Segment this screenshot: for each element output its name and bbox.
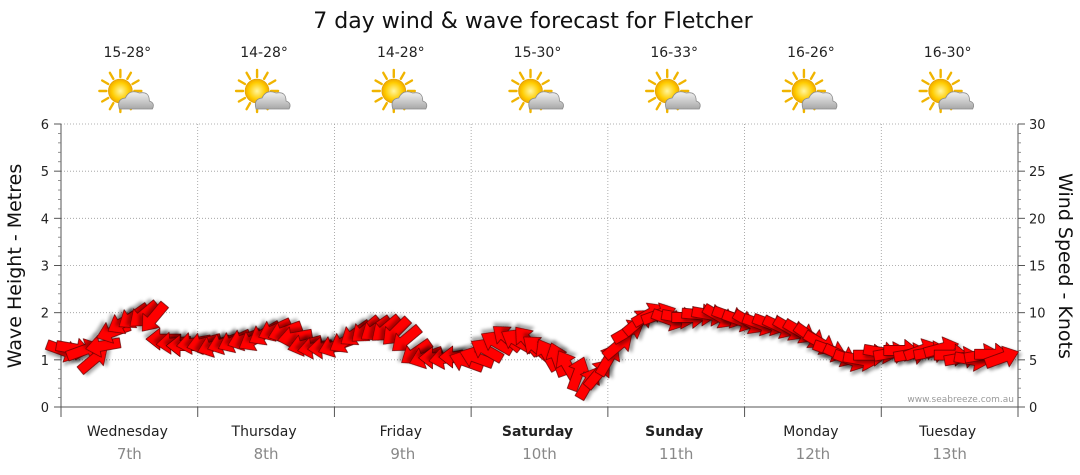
left-tick-label: 6 bbox=[41, 118, 49, 133]
day-labels: Wednesday 7th Thursday 8th Friday 9th Saturday… bbox=[87, 424, 976, 463]
day-temperature: 14-28° bbox=[240, 45, 288, 61]
sun-cloud-icon bbox=[781, 68, 838, 114]
day-temperature: 16-30° bbox=[924, 45, 972, 61]
left-tick-label: 0 bbox=[41, 401, 49, 416]
day-date: 10th bbox=[522, 445, 556, 463]
day-name: Saturday bbox=[502, 424, 573, 440]
plot-grid bbox=[61, 123, 1018, 407]
wind-arrow bbox=[470, 338, 505, 364]
left-axis-title: Wave Height - Metres bbox=[4, 164, 26, 368]
left-tick-label: 4 bbox=[41, 212, 49, 227]
wind-arrow bbox=[983, 345, 1019, 369]
plot-axes bbox=[60, 124, 1019, 417]
day-name: Monday bbox=[783, 424, 838, 440]
day-date: 11th bbox=[659, 445, 693, 463]
sun-cloud-icon bbox=[645, 68, 701, 114]
day-date: 8th bbox=[254, 445, 279, 463]
left-tick-label: 3 bbox=[41, 260, 49, 275]
day-temperature: 15-30° bbox=[514, 45, 562, 61]
day-name: Sunday bbox=[645, 424, 703, 440]
day-date: 13th bbox=[932, 445, 966, 463]
temperature-row: 15-28° 14-28° 14-28° 15-30° 16-33° 16-26° 16-3… bbox=[104, 45, 972, 61]
left-tick-label: 5 bbox=[41, 165, 49, 180]
wind-arrow bbox=[141, 300, 169, 332]
sun-cloud-icon bbox=[918, 68, 975, 114]
right-tick-label: 15 bbox=[1029, 260, 1046, 275]
right-axis-ticks: 0 5 10 15 20 25 30 bbox=[1018, 118, 1046, 416]
wind-arrow bbox=[566, 356, 590, 393]
left-tick-label: 1 bbox=[41, 354, 49, 369]
day-name: Wednesday bbox=[87, 424, 168, 440]
wind-arrow-series bbox=[44, 299, 1019, 401]
sun-cloud-icon bbox=[234, 68, 291, 114]
day-date: 12th bbox=[796, 445, 830, 463]
day-name: Tuesday bbox=[918, 424, 976, 440]
left-tick-label: 2 bbox=[41, 307, 49, 322]
chart-title: 7 day wind & wave forecast for Fletcher bbox=[313, 9, 753, 34]
right-tick-label: 5 bbox=[1029, 354, 1037, 369]
right-tick-label: 25 bbox=[1029, 165, 1046, 180]
watermark: www.seabreeze.com.au bbox=[907, 395, 1014, 405]
sun-cloud-icon bbox=[371, 68, 428, 114]
right-tick-label: 20 bbox=[1029, 212, 1046, 227]
right-tick-label: 30 bbox=[1029, 118, 1046, 133]
day-temperature: 14-28° bbox=[377, 45, 425, 61]
day-date: 9th bbox=[390, 445, 415, 463]
day-temperature: 16-33° bbox=[650, 45, 698, 61]
day-temperature: 15-28° bbox=[104, 45, 152, 61]
sun-cloud-icon bbox=[98, 68, 154, 114]
day-date: 7th bbox=[117, 445, 142, 463]
right-axis-title: Wind Speed - Knots bbox=[1054, 173, 1076, 359]
sun-cloud-icon bbox=[508, 68, 564, 114]
day-name: Friday bbox=[380, 424, 422, 440]
right-tick-label: 0 bbox=[1029, 401, 1037, 416]
left-axis-ticks: 0 1 2 3 4 5 6 bbox=[41, 118, 61, 416]
day-temperature: 16-26° bbox=[787, 45, 835, 61]
weather-icon-row bbox=[98, 68, 975, 114]
day-name: Thursday bbox=[231, 424, 297, 440]
right-tick-label: 10 bbox=[1029, 307, 1046, 322]
